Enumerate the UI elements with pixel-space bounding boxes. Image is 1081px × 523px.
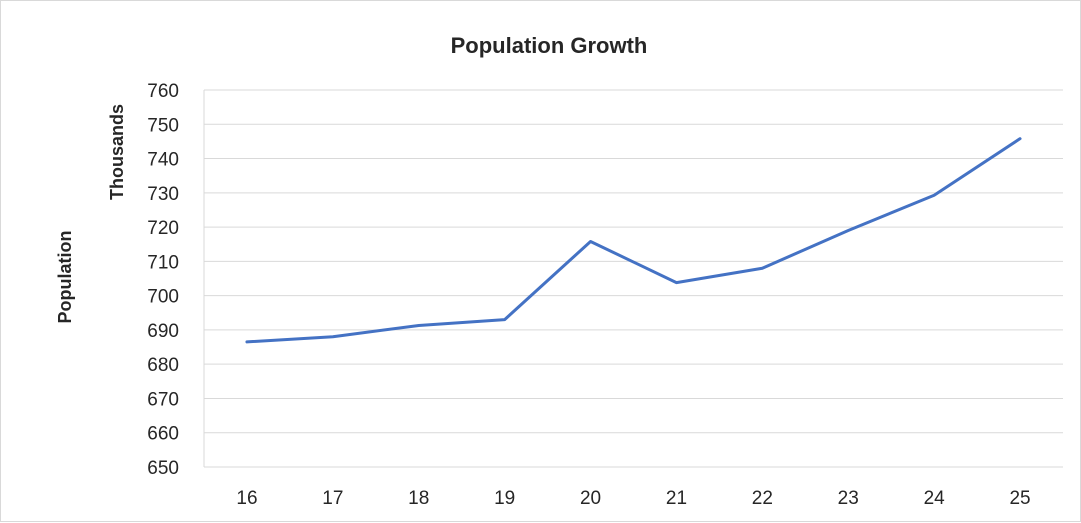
y-tick-label: 670 — [147, 389, 179, 410]
y-tick-label: 760 — [147, 81, 179, 102]
y-tick-label: 700 — [147, 287, 179, 308]
y-tick-label: 660 — [147, 424, 179, 445]
series-line — [245, 137, 1022, 344]
gridlines — [203, 89, 1063, 468]
x-tick-label: 16 — [236, 488, 257, 509]
x-tick-label: 20 — [580, 488, 601, 509]
x-tick-label: 19 — [494, 488, 515, 509]
x-tick-label: 25 — [1009, 488, 1030, 509]
x-tick-label: 21 — [666, 488, 687, 509]
series-lines — [245, 137, 1022, 344]
y-tick-label: 650 — [147, 458, 179, 479]
x-tick-label: 22 — [752, 488, 773, 509]
x-tick-label: 18 — [408, 488, 429, 509]
y-tick-label: 680 — [147, 355, 179, 376]
y-tick-label: 750 — [147, 115, 179, 136]
x-tick-labels: 16 17 18 19 20 21 22 23 24 25 — [236, 488, 1030, 509]
x-tick-label: 24 — [924, 488, 946, 509]
y-tick-label: 740 — [147, 150, 179, 171]
x-tick-label: 23 — [838, 488, 859, 509]
y-tick-label: 710 — [147, 252, 179, 273]
y-axis-title: Population — [55, 231, 75, 324]
x-tick-label: 17 — [322, 488, 343, 509]
y-tick-label: 720 — [147, 218, 179, 239]
chart-title: Population Growth — [451, 33, 648, 58]
y-axis-units-label: Thousands — [107, 104, 127, 200]
y-tick-labels: 650 660 670 680 690 700 710 720 730 740 750 760 — [147, 81, 179, 479]
y-tick-label: 730 — [147, 184, 179, 205]
y-tick-label: 690 — [147, 321, 179, 342]
